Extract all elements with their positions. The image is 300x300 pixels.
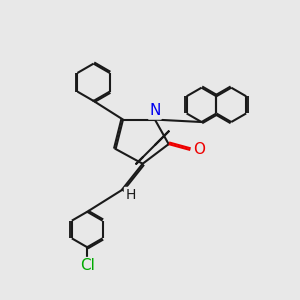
Text: N: N — [149, 103, 160, 118]
Text: O: O — [193, 142, 205, 158]
Text: H: H — [125, 188, 136, 202]
Text: Cl: Cl — [80, 258, 94, 273]
